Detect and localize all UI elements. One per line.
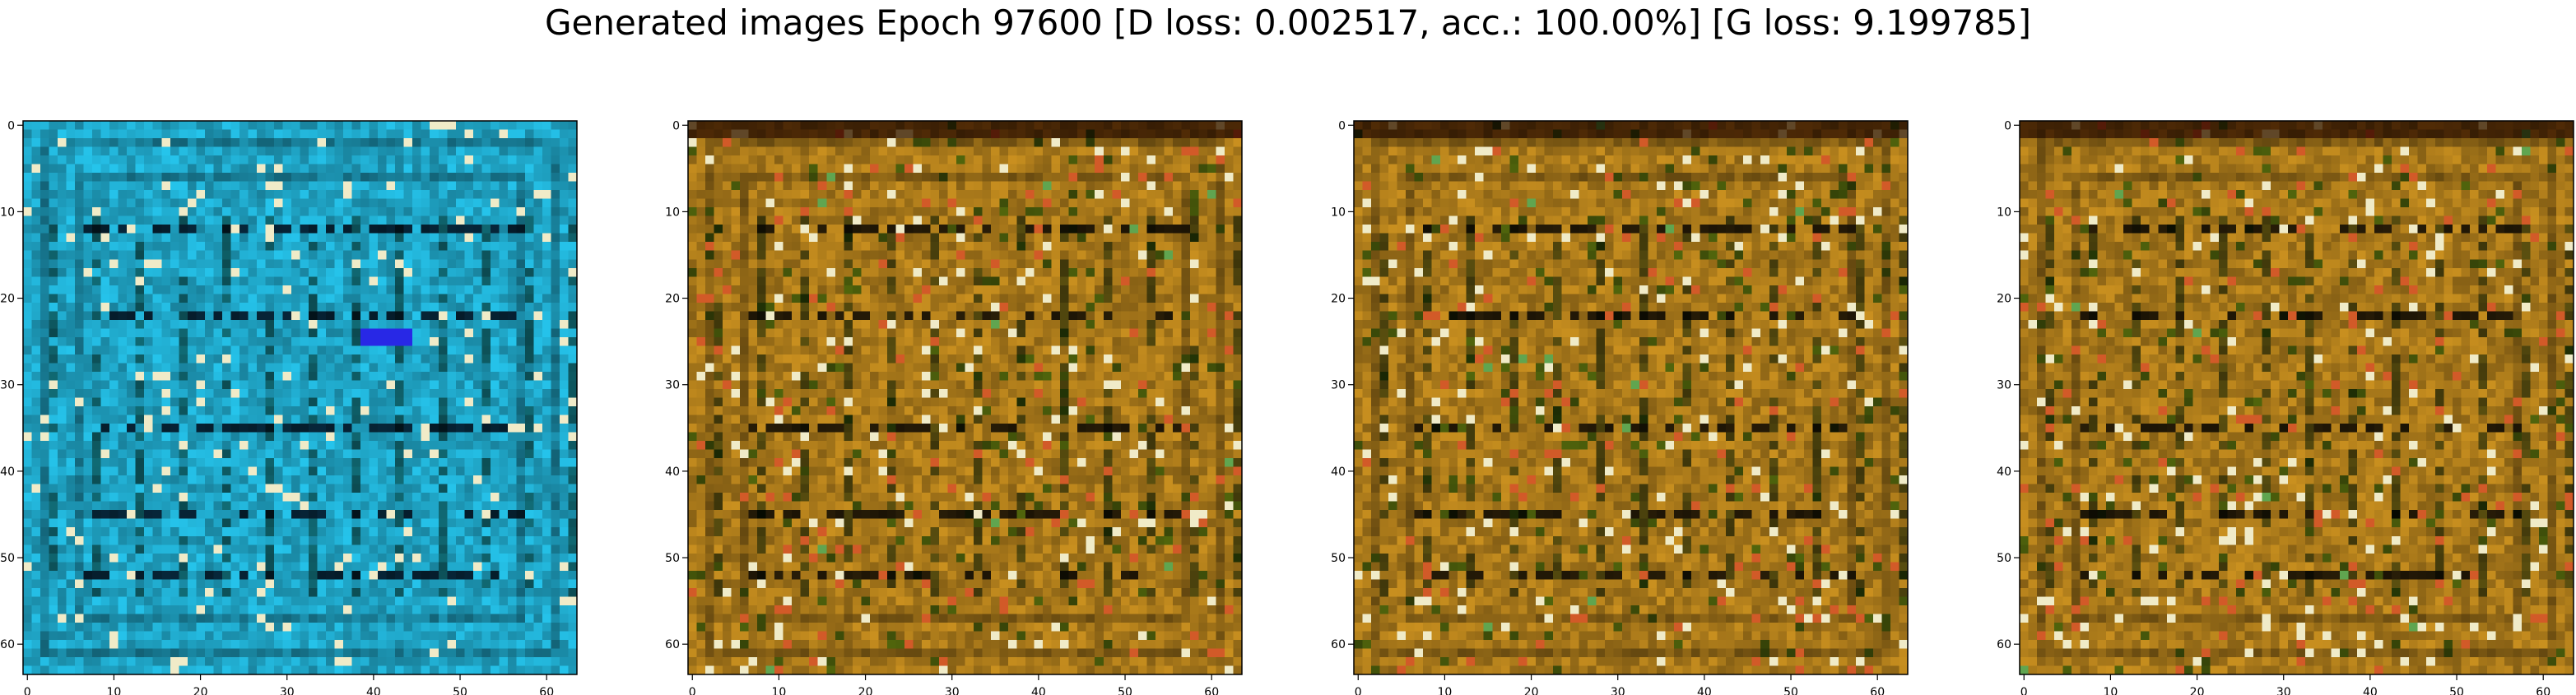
figure-suptitle: Generated images Epoch 97600 [D loss: 0.… [544,2,2032,43]
x-tick-label: 60 [539,686,554,695]
y-tick-label: 40 [0,466,15,479]
y-tick-label: 0 [2004,119,2011,132]
subplot-2: 0 10 20 30 40 50 60 0 10 20 30 40 50 60 [665,119,1243,695]
y-tick-label: 30 [1331,379,1346,392]
generated-image-3 [1354,121,1908,674]
x-tick-label: 30 [2276,686,2291,695]
y-tick-label: 30 [0,379,15,392]
axes-frame [687,120,1243,675]
x-tick-label: 40 [1697,686,1712,695]
x-tick-label: 30 [280,686,295,695]
x-tick-label: 0 [24,686,31,695]
x-tick-label: 40 [2363,686,2378,695]
y-tick-label: 60 [0,638,15,651]
x-tick-label: 0 [1355,686,1362,695]
y-tick-label: 20 [1997,293,2011,306]
y-tick-label: 50 [665,552,680,565]
x-tick-label: 30 [945,686,960,695]
x-tick-label: 20 [193,686,208,695]
y-tick-label: 20 [0,293,15,306]
subplot-1: 0 10 20 30 40 50 60 0 10 20 30 40 50 60 [0,119,578,695]
x-tick-label: 60 [1870,686,1885,695]
x-tick-label: 30 [1611,686,1625,695]
x-tick-label: 40 [1031,686,1046,695]
y-tick-label: 20 [665,293,680,306]
x-tick-label: 50 [453,686,467,695]
y-tick-label: 10 [1997,206,2011,219]
generated-image-1 [23,121,577,674]
axes-frame [2019,120,2574,675]
y-tick-label: 0 [672,119,680,132]
axes-frame [1353,120,1909,675]
x-tick-label: 20 [1524,686,1539,695]
y-tick-label: 10 [665,206,680,219]
y-tick-label: 30 [1997,379,2011,392]
subplot-3: 0 10 20 30 40 50 60 0 10 20 30 40 50 60 [1331,119,1909,695]
y-tick-label: 30 [665,379,680,392]
x-tick-label: 10 [772,686,787,695]
y-tick-label: 20 [1331,293,1346,306]
x-tick-label: 0 [2020,686,2028,695]
x-tick-label: 60 [1204,686,1219,695]
axes-frame [22,120,578,675]
x-tick-label: 50 [1118,686,1132,695]
x-tick-label: 20 [858,686,873,695]
x-tick-label: 50 [1783,686,1798,695]
x-tick-label: 60 [2536,686,2550,695]
y-tick-label: 60 [1997,638,2011,651]
x-tick-label: 20 [2190,686,2205,695]
x-tick-label: 50 [2449,686,2464,695]
y-tick-label: 60 [665,638,680,651]
x-tick-label: 10 [1438,686,1453,695]
x-tick-label: 10 [107,686,122,695]
y-tick-label: 60 [1331,638,1346,651]
x-tick-label: 10 [2104,686,2118,695]
y-tick-label: 50 [1331,552,1346,565]
generated-image-4 [2020,121,2574,674]
y-tick-label: 0 [1338,119,1346,132]
y-tick-label: 50 [1997,552,2011,565]
y-tick-label: 40 [1331,466,1346,479]
x-tick-label: 40 [366,686,381,695]
y-tick-label: 40 [1997,466,2011,479]
y-tick-label: 10 [0,206,15,219]
y-tick-label: 50 [0,552,15,565]
x-tick-label: 0 [689,686,696,695]
y-tick-label: 40 [665,466,680,479]
subplot-4: 0 10 20 30 40 50 60 0 10 20 30 40 50 60 [1997,119,2574,695]
generated-image-2 [688,121,1242,674]
y-tick-label: 10 [1331,206,1346,219]
y-tick-label: 0 [7,119,15,132]
